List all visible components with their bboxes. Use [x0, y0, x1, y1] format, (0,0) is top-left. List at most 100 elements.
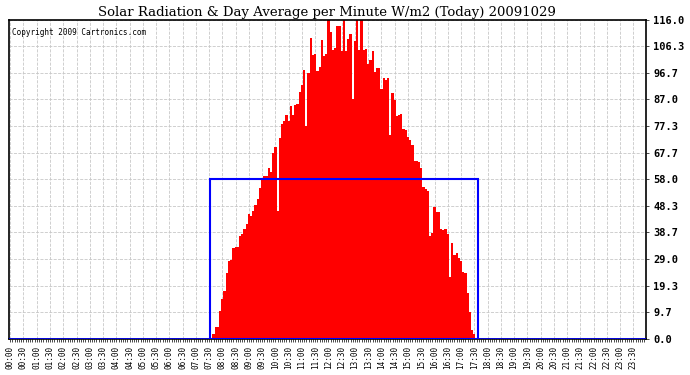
Bar: [376, 68, 378, 339]
Bar: [233, 248, 235, 339]
Bar: [451, 243, 453, 339]
Bar: [248, 214, 250, 339]
Bar: [319, 67, 321, 339]
Bar: [367, 64, 369, 339]
Bar: [466, 293, 469, 339]
Bar: [389, 135, 391, 339]
Bar: [294, 105, 297, 339]
Bar: [378, 68, 380, 339]
Bar: [431, 233, 433, 339]
Bar: [221, 300, 224, 339]
Bar: [365, 50, 367, 339]
Bar: [235, 247, 237, 339]
Bar: [334, 48, 336, 339]
Bar: [402, 129, 405, 339]
Bar: [244, 229, 246, 339]
Bar: [369, 60, 371, 339]
Bar: [354, 41, 356, 339]
Bar: [343, 20, 345, 339]
Bar: [219, 311, 221, 339]
Bar: [257, 199, 259, 339]
Bar: [259, 188, 261, 339]
Bar: [305, 126, 308, 339]
Bar: [246, 224, 248, 339]
Bar: [290, 106, 292, 339]
Bar: [341, 51, 343, 339]
Bar: [255, 205, 257, 339]
Bar: [409, 140, 411, 339]
Bar: [444, 230, 446, 339]
Bar: [303, 70, 305, 339]
Bar: [398, 115, 400, 339]
Bar: [272, 153, 275, 339]
Bar: [327, 20, 330, 339]
Bar: [429, 236, 431, 339]
Bar: [420, 168, 422, 339]
Bar: [226, 273, 228, 339]
Bar: [360, 20, 363, 339]
Bar: [396, 116, 398, 339]
Bar: [213, 334, 215, 339]
Bar: [469, 312, 471, 339]
Bar: [349, 34, 352, 339]
Bar: [422, 187, 424, 339]
Bar: [363, 50, 365, 339]
Bar: [371, 51, 374, 339]
Bar: [297, 104, 299, 339]
Bar: [292, 115, 294, 339]
Bar: [215, 327, 217, 339]
Bar: [446, 234, 449, 339]
Bar: [391, 93, 393, 339]
Bar: [464, 273, 466, 339]
Bar: [424, 189, 427, 339]
Bar: [374, 72, 376, 339]
Bar: [382, 78, 385, 339]
Bar: [325, 54, 327, 339]
Bar: [299, 92, 301, 339]
Bar: [250, 216, 253, 339]
Bar: [230, 260, 233, 339]
Bar: [275, 147, 277, 339]
Bar: [356, 20, 358, 339]
Bar: [407, 137, 409, 339]
Bar: [237, 247, 239, 339]
Bar: [261, 179, 264, 339]
Bar: [440, 229, 442, 339]
Bar: [385, 80, 387, 339]
Bar: [449, 277, 451, 339]
Bar: [400, 114, 402, 339]
Bar: [323, 56, 325, 339]
Bar: [217, 327, 219, 339]
Bar: [332, 50, 334, 339]
Bar: [336, 26, 338, 339]
Bar: [352, 99, 354, 339]
Bar: [283, 120, 286, 339]
Bar: [345, 51, 347, 339]
Bar: [427, 191, 429, 339]
Bar: [471, 330, 473, 339]
Bar: [418, 162, 420, 339]
Bar: [321, 40, 323, 339]
Bar: [253, 211, 255, 339]
Bar: [435, 212, 438, 339]
Bar: [288, 122, 290, 339]
Bar: [316, 71, 319, 339]
Bar: [442, 230, 444, 339]
Bar: [241, 234, 244, 339]
Bar: [413, 161, 416, 339]
Bar: [411, 145, 413, 339]
Bar: [264, 176, 266, 339]
Bar: [457, 258, 460, 339]
Bar: [358, 50, 360, 339]
Bar: [270, 172, 272, 339]
Bar: [393, 100, 396, 339]
Bar: [460, 261, 462, 339]
Bar: [268, 168, 270, 339]
Bar: [453, 255, 455, 339]
Bar: [433, 207, 435, 339]
Bar: [281, 124, 283, 339]
Bar: [387, 78, 389, 339]
Bar: [266, 176, 268, 339]
Bar: [438, 212, 440, 339]
Bar: [416, 160, 418, 339]
